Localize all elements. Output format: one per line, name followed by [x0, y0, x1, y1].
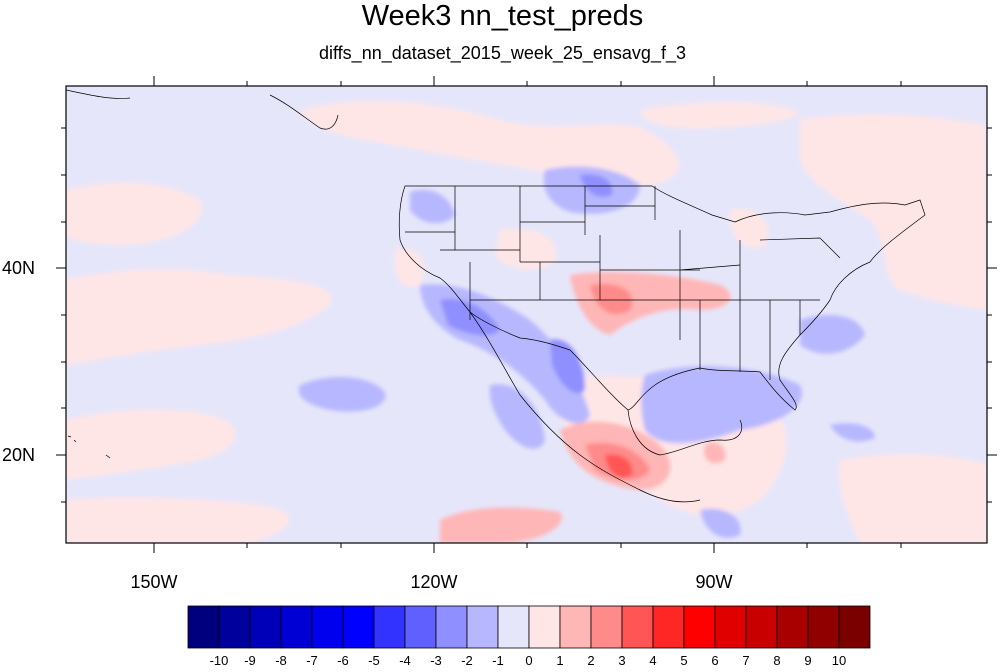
lon-label-90w: 90W: [695, 572, 733, 592]
colorbar-box: [311, 605, 344, 649]
colorbar-tick-label: 1: [556, 653, 564, 668]
anomaly-region-pink: [729, 209, 769, 249]
chart-subtitle: diffs_nn_dataset_2015_week_25_ensavg_f_3: [319, 43, 686, 63]
boundary-lines: [66, 89, 926, 503]
colorbar-tick-label: -1: [492, 653, 504, 668]
anomaly-region-pink: [640, 102, 800, 129]
colorbar-tick-label: 5: [680, 653, 688, 668]
colorbar-box: [466, 605, 499, 649]
colorbar-tick-label: -10: [209, 653, 229, 668]
colorbar-box: [714, 605, 747, 649]
alaska-coast: [66, 89, 339, 130]
colorbar-box: [528, 605, 561, 649]
anomaly-region-pink: [66, 409, 236, 480]
anomaly-region-light-blue: [641, 366, 802, 444]
colorbar-tick-label: -9: [244, 653, 256, 668]
colorbar-tick-label: 10: [831, 653, 847, 668]
anomaly-region-red: [590, 283, 633, 315]
anomaly-region-light-blue: [489, 384, 545, 449]
colorbar-box: [745, 605, 778, 649]
anomaly-region-light-red: [704, 442, 726, 464]
anomaly-region-pink: [800, 114, 987, 310]
anomaly-region-light-red: [440, 507, 562, 543]
us-outline: [398, 185, 926, 411]
anomaly-field: [66, 101, 987, 543]
colorbar-box: [497, 605, 530, 649]
colorbar-box: [435, 605, 468, 649]
lon-label-120w: 120W: [410, 572, 458, 592]
lat-label-40n: 40N: [2, 258, 36, 278]
anomaly-region-blue: [550, 339, 585, 394]
colorbar-box: [280, 605, 313, 649]
colorbar-tick-label: 4: [649, 653, 657, 668]
colorbar-tick-label: 8: [773, 653, 781, 668]
anomaly-region-pink: [394, 249, 424, 287]
colorbar-box: [187, 605, 220, 649]
anomaly-region-pink: [839, 454, 987, 543]
anomaly-region-pink: [66, 182, 202, 245]
colorbar-box: [683, 605, 716, 649]
colorbar-tick-label: -7: [306, 653, 318, 668]
mexico-coast: [469, 311, 743, 503]
anomaly-region-pink: [300, 101, 679, 186]
colorbar-tick-label: -4: [399, 653, 411, 668]
colorbar-box: [807, 605, 840, 649]
anomaly-region-light-blue: [700, 508, 741, 538]
colorbar-box: [590, 605, 623, 649]
map-frame: [56, 76, 997, 553]
hawaii-islands: [67, 435, 111, 459]
lat-label-20n: 20N: [2, 445, 36, 465]
colorbar-box: [838, 605, 871, 649]
anomaly-region-pink: [66, 497, 289, 543]
colorbar-box: [249, 605, 282, 649]
colorbar-box: [373, 605, 406, 649]
colorbar-tick-label: -3: [430, 653, 442, 668]
anomaly-region-blue: [580, 174, 613, 197]
colorbar-box: [559, 605, 592, 649]
colorbar-tick-label: 2: [587, 653, 595, 668]
colorbar-tick-label: -6: [337, 653, 349, 668]
anomaly-region-light-blue: [830, 423, 875, 442]
colorbar-tick-label: 3: [618, 653, 626, 668]
colorbar: [187, 605, 871, 649]
colorbar-box: [342, 605, 375, 649]
anomaly-region-pink: [66, 269, 332, 365]
colorbar-box: [652, 605, 685, 649]
axis-ticks: [56, 76, 997, 553]
colorbar-tick-label: 6: [711, 653, 719, 668]
colorbar-tick-label: 0: [525, 653, 533, 668]
colorbar-box: [218, 605, 251, 649]
colorbar-tick-label: 7: [742, 653, 750, 668]
colorbar-tick-label: 9: [804, 653, 812, 668]
anomaly-region-deep-red: [605, 454, 633, 478]
colorbar-tick-label: -2: [461, 653, 473, 668]
anomaly-region-light-blue: [800, 315, 865, 354]
anomaly-region-pink: [495, 229, 556, 270]
colorbar-box: [776, 605, 809, 649]
colorbar-box: [404, 605, 437, 649]
lon-label-150w: 150W: [130, 572, 178, 592]
colorbar-tick-label: -5: [368, 653, 380, 668]
anomaly-region-light-blue: [298, 376, 386, 412]
chart-title: Week3 nn_test_preds: [361, 0, 644, 32]
colorbar-box: [621, 605, 654, 649]
colorbar-tick-label: -8: [275, 653, 287, 668]
anomaly-region-light-blue: [410, 189, 455, 224]
state-borders: [405, 186, 841, 380]
